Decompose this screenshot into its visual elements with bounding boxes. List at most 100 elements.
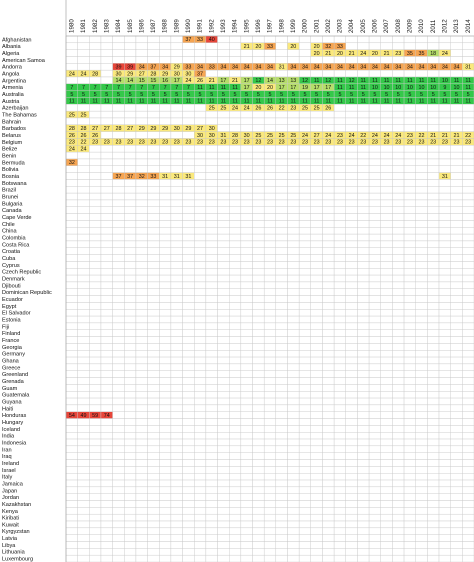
- heatmap-cell: [240, 472, 253, 481]
- cell-value: 25: [314, 106, 320, 112]
- heatmap-cell: [65, 315, 78, 324]
- cell-value: 5: [350, 92, 353, 98]
- heatmap-cell: [89, 520, 102, 529]
- heatmap-cell: [135, 377, 148, 385]
- row-label: France: [2, 338, 19, 344]
- heatmap-cell: [240, 247, 253, 255]
- heatmap-cell: [298, 548, 311, 556]
- heatmap-cell: [240, 322, 253, 330]
- heatmap-cell: [194, 513, 207, 522]
- heatmap-cell: [438, 213, 451, 221]
- heatmap-cell: [170, 554, 183, 562]
- heatmap-cell: [182, 554, 195, 562]
- heatmap-cell: [322, 220, 335, 228]
- heatmap-cell: [147, 213, 160, 221]
- heatmap-cell: [345, 384, 358, 392]
- heatmap-cell: [124, 554, 137, 562]
- heatmap-cell: [462, 192, 474, 201]
- heatmap-cell: [462, 486, 474, 494]
- heatmap-cell: [287, 404, 300, 412]
- heatmap-cell: [403, 124, 416, 132]
- heatmap-cell: [357, 158, 370, 166]
- heatmap-cell: [124, 377, 137, 385]
- heatmap-cell: [77, 507, 90, 515]
- heatmap-cell: [100, 370, 113, 378]
- heatmap-cell: [275, 343, 288, 351]
- heatmap-cell: [252, 397, 265, 406]
- heatmap-cell: [438, 445, 451, 453]
- heatmap-cell: [427, 186, 440, 194]
- heatmap-cell: [333, 452, 346, 460]
- cell-value: 7: [70, 85, 73, 91]
- heatmap-cell: [403, 397, 416, 406]
- heatmap-cell: [182, 432, 195, 440]
- heatmap-cell: [124, 534, 137, 542]
- heatmap-cell: [194, 370, 207, 378]
- heatmap-cell: [147, 356, 160, 365]
- heatmap-cell: [415, 220, 428, 228]
- cell-value: 34: [232, 65, 238, 71]
- heatmap-cell: [182, 199, 195, 207]
- heatmap-cell: [380, 432, 393, 440]
- cell-value: 5: [443, 92, 446, 98]
- heatmap-cell: [147, 35, 160, 44]
- heatmap-cell: [427, 329, 440, 337]
- heatmap-cell: [287, 315, 300, 324]
- heatmap-cell: [392, 500, 405, 508]
- cell-value: 13: [279, 78, 285, 84]
- heatmap-cell: [252, 268, 265, 276]
- heatmap-cell: [298, 527, 311, 535]
- heatmap-cell: [194, 288, 207, 296]
- heatmap-cell: [275, 124, 288, 132]
- row-label: Kuwait: [2, 522, 19, 528]
- row-label: Grenada: [2, 379, 25, 385]
- heatmap-cell: [65, 452, 78, 460]
- heatmap-cell: [310, 548, 323, 556]
- heatmap-cell: [275, 199, 288, 207]
- cell-value: 14: [267, 78, 273, 84]
- heatmap-cell: [310, 56, 323, 64]
- heatmap-cell: [403, 493, 416, 501]
- heatmap-cell: [124, 350, 137, 358]
- heatmap-cell: [392, 459, 405, 467]
- heatmap-cell: [147, 541, 160, 549]
- heatmap-cell: [217, 377, 230, 385]
- cell-value: 25: [255, 133, 261, 139]
- heatmap-cell: [368, 151, 381, 160]
- row-label: Haiti: [2, 406, 13, 412]
- heatmap-cell: [392, 425, 405, 433]
- heatmap-cell: [89, 493, 102, 501]
- heatmap-cell: [310, 309, 323, 317]
- heatmap-cell: [159, 254, 172, 262]
- heatmap-cell: [287, 411, 300, 419]
- heatmap-cell: [392, 363, 405, 371]
- heatmap-cell: [194, 274, 207, 283]
- heatmap-cell: [240, 117, 253, 126]
- heatmap-cell: [462, 527, 474, 535]
- cell-value: 30: [174, 71, 180, 77]
- heatmap-cell: [147, 500, 160, 508]
- heatmap-cell: [228, 432, 242, 440]
- heatmap-cell: [194, 165, 207, 173]
- heatmap-cell: [89, 315, 102, 324]
- cell-value: 30: [174, 126, 180, 132]
- column-label: 1981: [80, 19, 87, 33]
- heatmap-cell: [77, 459, 90, 467]
- heatmap-cell: [252, 295, 265, 303]
- heatmap-cell: [147, 336, 160, 344]
- heatmap-cell: [100, 247, 113, 255]
- heatmap-cell: [392, 69, 405, 78]
- heatmap-cell: [298, 233, 311, 242]
- heatmap-cell: [100, 425, 113, 433]
- heatmap-cell: [310, 356, 323, 365]
- heatmap-cell: [427, 507, 440, 515]
- cell-value: 21: [384, 51, 390, 57]
- heatmap-cell: [357, 534, 370, 542]
- heatmap-cell: [252, 507, 265, 515]
- heatmap-cell: [298, 322, 311, 330]
- heatmap-cell: [263, 513, 277, 522]
- heatmap-cell: [333, 240, 346, 248]
- heatmap-cell: [159, 459, 172, 467]
- heatmap-cell: [287, 384, 300, 392]
- heatmap-cell: [263, 199, 277, 207]
